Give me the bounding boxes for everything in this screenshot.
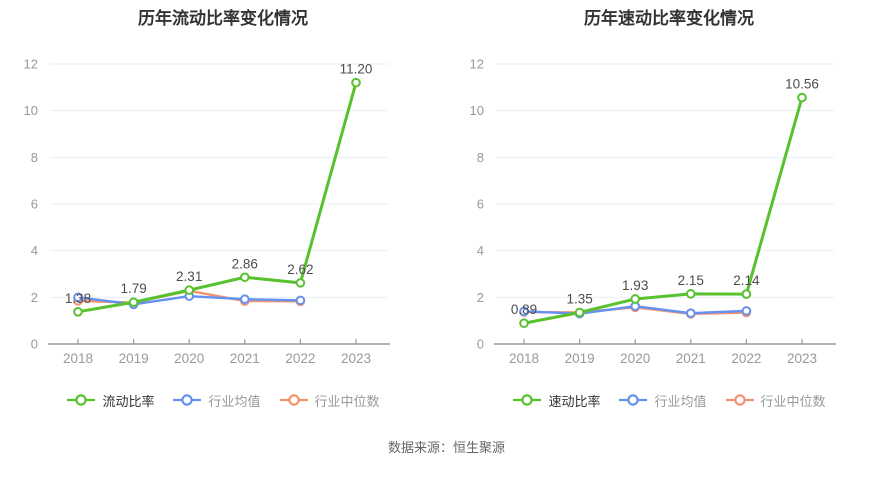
- legend-marker-industry-median: [725, 394, 754, 406]
- current-ratio-chart-panel: 历年流动比率变化情况 0 2 4 6 8 10 12 2018 2019 2020 2021 2022…: [0, 0, 446, 411]
- x-axis-tick-label: 2020: [620, 351, 650, 366]
- y-axis-tick-label: 8: [477, 150, 484, 165]
- x-axis-tick-label: 2021: [230, 351, 260, 366]
- line-chart-plot: 0 2 4 6 8 10 12 2018 2019 2020 2021 2022 2023 1.38 1.7…: [24, 57, 390, 366]
- data-point-label: 1.35: [566, 292, 592, 307]
- data-point-label: 0.89: [511, 302, 537, 317]
- x-axis-tick-label: 2018: [509, 351, 539, 366]
- legend-label: 行业中位数: [314, 393, 380, 409]
- line-chart-plot: 0 2 4 6 8 10 12 2018 2019 2020 2021 2022 2023 0.89 1.3…: [470, 57, 836, 366]
- data-point-label: 2.86: [232, 256, 258, 271]
- legend-label: 行业均值: [654, 393, 707, 409]
- data-point-current-ratio: [128, 297, 139, 308]
- data-point-quick-ratio: [797, 92, 807, 103]
- x-axis-tick-label: 2018: [63, 351, 93, 366]
- series-line-current-ratio: [76, 81, 358, 314]
- data-point-current-ratio: [73, 307, 83, 317]
- y-axis-tick-label: 4: [477, 243, 484, 258]
- data-source-note: 数据来源：恒生聚源: [387, 440, 505, 455]
- y-axis-tick-label: 10: [470, 103, 484, 118]
- legend-item-current-ratio[interactable]: 流动比率: [66, 391, 154, 410]
- y-axis-tick-label: 6: [31, 197, 38, 212]
- legend-label: 行业中位数: [760, 393, 826, 409]
- charts-row: 历年流动比率变化情况 0 2 4 6 8 10 12 2018 2019 2020 2021 2022…: [0, 0, 892, 411]
- data-point-current-ratio: [184, 285, 194, 295]
- data-point-current-ratio: [295, 278, 306, 288]
- y-axis-tick-label: 10: [24, 103, 38, 118]
- legend-label: 行业均值: [208, 393, 261, 409]
- y-axis-tick-label: 12: [470, 57, 484, 72]
- legend-marker-current-ratio: [67, 394, 96, 406]
- data-point-label: 11.20: [340, 62, 373, 77]
- data-point-quick-ratio: [741, 289, 752, 299]
- x-axis-tick-label: 2022: [285, 351, 315, 366]
- x-axis-tick-label: 2023: [341, 351, 371, 366]
- y-axis-tick-label: 2: [477, 290, 484, 305]
- data-point-quick-ratio: [630, 294, 640, 304]
- data-point-label: 2.14: [733, 273, 760, 288]
- x-axis-tick-label: 2021: [676, 351, 706, 366]
- data-point-industry-mean: [741, 306, 752, 316]
- data-point-label: 2.62: [287, 262, 313, 277]
- x-axis-tick-label: 2019: [119, 351, 149, 366]
- chart-title: 历年流动比率变化情况: [138, 9, 308, 28]
- legend-circle: [75, 394, 88, 406]
- y-axis-tick-label: 2: [31, 290, 38, 305]
- y-axis-tick-label: 0: [31, 337, 38, 352]
- legend-circle: [627, 394, 640, 406]
- legend-item-quick-ratio[interactable]: 速动比率: [512, 391, 600, 410]
- series-line-quick-ratio: [522, 96, 804, 325]
- data-point-current-ratio: [351, 77, 361, 88]
- legend-marker-quick-ratio: [513, 394, 542, 406]
- data-point-industry-mean: [295, 295, 306, 306]
- data-point-label: 10.56: [785, 77, 819, 92]
- data-point-label: 1.79: [120, 281, 146, 296]
- data-point-quick-ratio: [686, 289, 696, 299]
- y-axis-tick-label: 4: [31, 243, 38, 258]
- y-axis-tick-label: 6: [477, 197, 484, 212]
- quick-ratio-chart-panel: 历年速动比率变化情况 0 2 4 6 8 10 12 2018 2019 2020 2021 2022…: [446, 0, 892, 411]
- data-point-label: 2.15: [678, 273, 704, 288]
- chart-title: 历年速动比率变化情况: [584, 9, 754, 28]
- data-point-label: 1.38: [65, 291, 91, 306]
- x-axis-tick-label: 2023: [787, 351, 817, 366]
- legend-item-industry-mean[interactable]: 行业均值: [618, 391, 707, 410]
- data-point-industry-mean: [73, 292, 83, 303]
- data-point-quick-ratio: [574, 307, 585, 318]
- y-axis-tick-label: 0: [477, 337, 484, 352]
- legend-marker-industry-mean: [619, 394, 648, 406]
- legend-label: 流动比率: [102, 393, 155, 409]
- data-point-label: 2.31: [176, 269, 202, 284]
- legend-item-industry-median[interactable]: 行业中位数: [725, 391, 826, 410]
- legend-item-industry-median[interactable]: 行业中位数: [279, 391, 380, 410]
- legend-circle: [181, 394, 194, 406]
- y-axis-tick-label: 12: [24, 57, 38, 72]
- legend-marker-industry-mean: [173, 394, 202, 406]
- legend-circle: [521, 394, 534, 406]
- data-point-label: 1.93: [622, 278, 648, 293]
- data-point-current-ratio: [240, 272, 250, 283]
- x-axis-tick-label: 2019: [565, 351, 595, 366]
- y-axis-tick-label: 8: [31, 150, 38, 165]
- data-point-industry-mean: [240, 294, 250, 305]
- chart-legend: 速动比率 行业均值 行业中位数: [446, 389, 892, 411]
- legend-item-industry-mean[interactable]: 行业均值: [172, 391, 261, 410]
- data-point-quick-ratio: [519, 318, 529, 329]
- legend-marker-industry-median: [279, 394, 308, 406]
- x-axis-tick-label: 2022: [731, 351, 761, 366]
- legend-label: 速动比率: [548, 393, 601, 409]
- data-point-industry-mean: [686, 308, 696, 319]
- chart-legend: 流动比率 行业均值 行业中位数: [0, 389, 446, 411]
- legend-circle: [733, 394, 746, 406]
- x-axis-tick-label: 2020: [174, 351, 204, 366]
- legend-circle: [287, 394, 300, 406]
- data-point-industry-mean: [519, 306, 529, 317]
